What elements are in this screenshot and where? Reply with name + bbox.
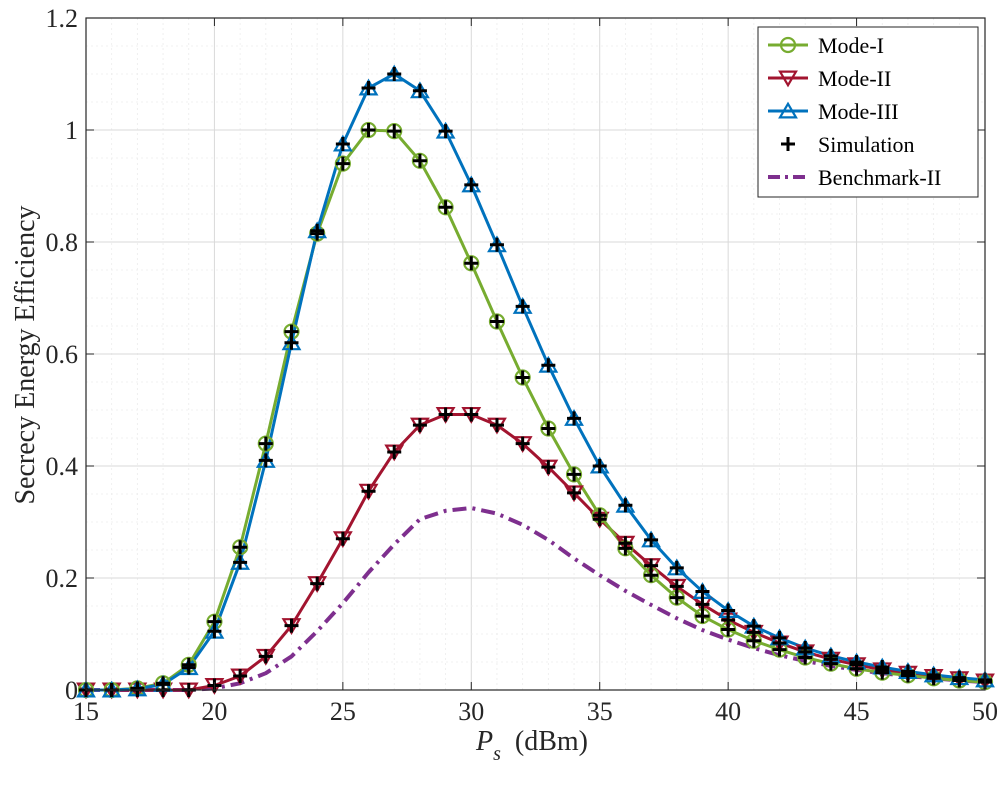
simulation-point xyxy=(695,597,710,612)
simulation-point xyxy=(310,223,325,238)
simulation-point xyxy=(207,624,222,639)
simulation-point xyxy=(489,237,504,252)
simulation-point xyxy=(695,584,710,599)
simulation-point xyxy=(644,558,659,573)
simulation-point xyxy=(412,83,427,98)
x-tick-label: 40 xyxy=(715,697,741,726)
simulation-point xyxy=(387,67,402,81)
simulation-point xyxy=(438,124,453,139)
simulation-point xyxy=(875,660,890,675)
simulation-point xyxy=(644,532,659,547)
legend-label-mode-iii: Mode-III xyxy=(818,99,899,124)
series-line-benchmark-ii xyxy=(86,506,986,692)
simulation-point xyxy=(361,484,376,499)
simulation-point xyxy=(618,498,633,513)
simulation-point xyxy=(746,619,761,634)
simulation-point xyxy=(900,664,915,679)
simulation-point xyxy=(489,418,504,433)
simulation-point xyxy=(464,177,479,192)
x-tick-label: 15 xyxy=(73,697,99,726)
simulation-point xyxy=(233,540,248,555)
y-tick-label: 0.8 xyxy=(46,228,79,257)
series-layer xyxy=(76,64,995,700)
x-axis-label-symbol: P xyxy=(475,726,493,757)
y-axis-label: Secrecy Energy Efficiency xyxy=(10,205,41,504)
y-tick-label: 1 xyxy=(65,116,78,145)
legend-label-benchmark-ii: Benchmark-II xyxy=(818,165,941,190)
y-tick-label: 0 xyxy=(65,676,78,705)
x-tick-label: 25 xyxy=(330,697,356,726)
simulation-point xyxy=(695,609,710,624)
simulation-point xyxy=(618,536,633,551)
simulation-point xyxy=(541,421,556,436)
x-tick-label: 50 xyxy=(972,697,997,726)
simulation-point xyxy=(335,531,350,546)
simulation-point xyxy=(310,576,325,591)
x-tick-label: 30 xyxy=(458,697,484,726)
simulation-point xyxy=(798,641,813,655)
legend-marker-mode-i xyxy=(779,36,797,54)
simulation-point xyxy=(721,603,736,618)
simulation-point xyxy=(515,370,530,385)
legend-label-mode-ii: Mode-II xyxy=(818,66,891,91)
simulation-point xyxy=(464,407,479,422)
x-axis-label-unit: (dBm) xyxy=(515,726,588,757)
x-axis-label: Ps (dBm) xyxy=(475,726,588,765)
simulation-point xyxy=(541,358,556,373)
simulation-point xyxy=(772,630,787,645)
legend-marker-simulation xyxy=(781,137,795,151)
simulation-point xyxy=(387,124,402,139)
simulation-point xyxy=(567,467,582,482)
simulation-point xyxy=(361,81,376,95)
legend: Mode-I Mode-II Mode-III Simulation Benchmark… xyxy=(757,26,979,198)
ticks: 15 20 25 30 35 40 45 50 0 0.2 0.4 0.6 0.8 1 1.2 xyxy=(46,4,997,726)
simulation-point xyxy=(412,418,427,433)
simulation-point xyxy=(592,512,607,527)
simulation-point xyxy=(567,411,582,426)
simulation-point xyxy=(412,153,427,168)
simulation-point xyxy=(438,200,453,215)
legend-marker-mode-iii xyxy=(778,101,798,119)
simulation-point xyxy=(823,648,838,663)
simulation-point xyxy=(335,156,350,171)
legend-label-mode-i: Mode-I xyxy=(818,33,884,58)
simulation-point xyxy=(926,667,941,682)
simulation-point xyxy=(567,485,582,500)
simulation-point xyxy=(387,445,402,459)
simulation-point xyxy=(233,669,248,683)
x-axis-label-subscript: s xyxy=(493,743,501,765)
x-tick-label: 20 xyxy=(201,697,227,726)
simulation-point xyxy=(130,681,145,696)
simulation-point xyxy=(541,460,556,475)
simulation-point xyxy=(438,407,453,422)
simulation-point xyxy=(156,677,171,692)
legend-label-simulation: Simulation xyxy=(818,132,915,157)
simulation-point xyxy=(284,618,299,633)
simulation-point xyxy=(592,459,607,473)
simulation-point xyxy=(952,670,967,685)
x-tick-label: 45 xyxy=(844,697,870,726)
simulation-point xyxy=(489,314,504,329)
simulation-point xyxy=(361,123,376,137)
y-tick-label: 0.2 xyxy=(46,564,79,593)
simulation-point xyxy=(669,560,684,575)
simulation-point xyxy=(258,453,273,468)
simulation-point xyxy=(233,555,248,570)
simulation-point xyxy=(258,436,273,451)
y-tick-label: 0.6 xyxy=(46,340,79,369)
simulation-point xyxy=(515,299,530,314)
y-tick-label: 1.2 xyxy=(46,4,79,33)
simulation-point xyxy=(849,655,864,669)
y-tick-label: 0.4 xyxy=(46,452,79,481)
simulation-point xyxy=(464,256,479,271)
legend-marker-mode-ii xyxy=(778,70,798,88)
simulation-point xyxy=(181,660,196,675)
simulation-point xyxy=(284,335,299,350)
simulation-point xyxy=(335,137,350,151)
simulation-point xyxy=(258,649,273,664)
x-tick-label: 35 xyxy=(587,697,613,726)
simulation-point xyxy=(669,579,684,594)
simulation-point xyxy=(515,436,530,451)
